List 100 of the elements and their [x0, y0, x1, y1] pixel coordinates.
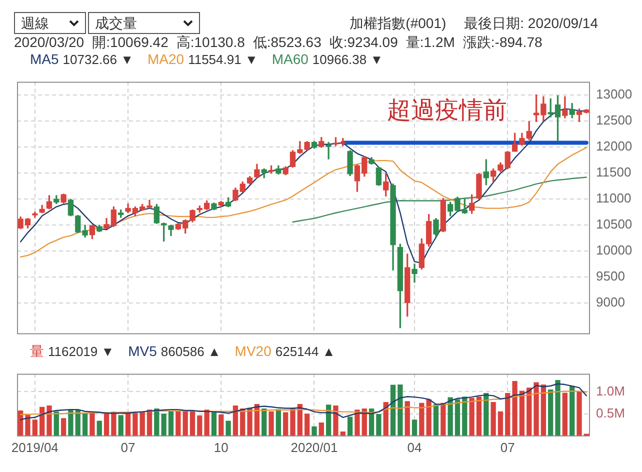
bar — [161, 414, 166, 436]
bar — [318, 422, 324, 436]
bar — [111, 412, 116, 436]
bar — [96, 420, 102, 436]
bar — [118, 415, 124, 436]
y-tick-label: 13000 — [596, 86, 632, 102]
bar — [283, 412, 288, 436]
x-tick-label: 2019/04 — [11, 440, 58, 455]
dropdown: 週線 — [14, 12, 86, 34]
bar — [211, 412, 217, 436]
y-tick-label: 12000 — [596, 138, 632, 154]
bar — [390, 384, 396, 436]
bar — [204, 410, 210, 436]
bar — [197, 415, 202, 436]
bar — [82, 412, 88, 436]
bar — [262, 408, 267, 436]
bar — [247, 408, 252, 436]
bar — [534, 382, 539, 436]
text: 10966.38 ▼ — [312, 52, 384, 67]
bar — [226, 420, 231, 436]
x-tick-label: 04 — [407, 440, 422, 455]
bar — [476, 396, 482, 436]
text: 量:1.2M — [406, 34, 455, 50]
text: 高:10130.8 — [176, 34, 245, 50]
x-tick-label: 07 — [500, 440, 515, 455]
bar — [404, 401, 410, 436]
text: MA5 — [30, 51, 59, 67]
bar — [46, 406, 52, 436]
bar — [312, 426, 317, 436]
text: 1162019 ▼ — [48, 344, 114, 359]
bar — [469, 398, 474, 436]
bar — [60, 418, 66, 436]
y-tick-label: 11000 — [596, 190, 632, 206]
dropdown: 成交量 — [88, 12, 200, 34]
text: 860586 ▲ — [160, 344, 221, 359]
y-tick-label: 11500 — [596, 164, 632, 180]
bar — [190, 410, 196, 436]
bar — [304, 414, 310, 436]
text: MA20 — [148, 51, 184, 67]
bar — [132, 413, 138, 436]
bar — [519, 390, 525, 436]
text: 10732.66 ▼ — [62, 52, 134, 67]
text: 2020/03/20 — [14, 34, 84, 50]
text: 11554.91 ▼ — [188, 52, 258, 67]
bar — [276, 409, 282, 436]
bar — [218, 414, 224, 436]
bar — [490, 402, 496, 436]
bar — [512, 380, 518, 436]
bar — [347, 416, 353, 436]
bar — [90, 412, 95, 436]
bar — [376, 414, 382, 436]
bar — [290, 408, 296, 436]
y-tick-label: 12500 — [596, 112, 632, 128]
bar — [168, 410, 174, 436]
bar — [526, 388, 532, 436]
text: 開:10069.42 — [92, 34, 168, 50]
text: MA60 — [272, 51, 308, 67]
bar — [548, 389, 554, 436]
bar — [182, 411, 188, 436]
y-tick-label: 10500 — [596, 216, 632, 232]
bar — [176, 410, 181, 436]
bar — [498, 411, 504, 436]
bar — [540, 384, 546, 436]
bar — [68, 409, 74, 436]
bar — [125, 412, 131, 436]
bar — [433, 404, 439, 436]
y-tick-label: 9000 — [596, 294, 625, 310]
text: 漲跌:-894.78 — [462, 34, 542, 50]
bar — [140, 412, 145, 436]
text: 最後日期: 2020/09/14 — [464, 15, 598, 31]
bar — [454, 399, 460, 436]
text: 625144 ▲ — [275, 344, 336, 359]
bar — [576, 391, 582, 436]
bar — [570, 386, 575, 436]
y-tick-label: 1.0M — [596, 383, 625, 398]
text: 加權指數(#001) — [350, 15, 446, 31]
x-tick-label: 2020/01 — [290, 440, 338, 455]
bar — [32, 420, 38, 436]
annotation: 超過疫情前 — [387, 96, 508, 124]
bar — [419, 402, 424, 436]
x-tick-label: 07 — [120, 440, 136, 455]
candlestick — [326, 142, 332, 160]
y-tick-label: 0.5M — [596, 406, 625, 421]
bar — [333, 406, 338, 436]
text: 低:8523.63 — [252, 34, 322, 50]
x-tick-label: 10 — [214, 440, 228, 455]
bar — [268, 411, 274, 436]
text: 收:9234.09 — [329, 34, 398, 50]
bar — [555, 380, 560, 436]
y-tick-label: 10000 — [596, 242, 632, 258]
bar — [232, 406, 238, 436]
y-tick-label: 9500 — [596, 268, 625, 284]
bar — [398, 384, 403, 436]
text: MV5 — [128, 343, 157, 359]
text: 量 — [30, 343, 44, 359]
bar — [505, 393, 510, 436]
text: MV20 — [234, 343, 272, 359]
bar — [354, 410, 360, 436]
bar — [412, 420, 418, 436]
bar — [562, 392, 568, 436]
